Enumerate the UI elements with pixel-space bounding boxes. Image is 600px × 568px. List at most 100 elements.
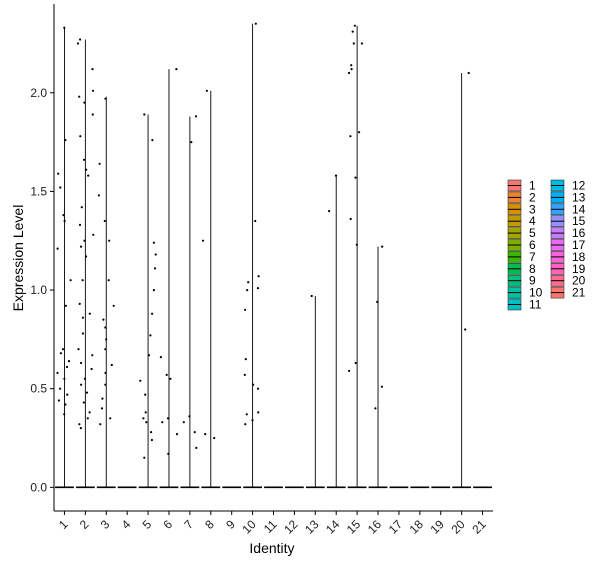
legend-label: 14 <box>572 202 586 216</box>
data-point <box>347 71 351 75</box>
data-point <box>90 367 93 371</box>
data-point <box>353 24 356 27</box>
data-point <box>376 300 379 303</box>
x-tick-label: 5 <box>140 517 155 532</box>
data-point <box>142 417 145 420</box>
legend-entry-12: 12 <box>550 179 586 193</box>
data-point <box>256 387 260 390</box>
data-point <box>69 279 72 282</box>
x-axis-title: Identity <box>249 540 294 556</box>
data-point <box>257 411 260 414</box>
x-tick-label: 17 <box>386 517 406 537</box>
data-point <box>244 423 247 426</box>
legend-entry-17: 17 <box>550 238 586 252</box>
data-point <box>77 348 80 351</box>
data-point <box>91 68 94 71</box>
data-point <box>350 64 353 67</box>
data-point <box>352 42 355 45</box>
data-point <box>64 304 67 307</box>
x-tick-label: 3 <box>98 517 113 532</box>
data-point <box>112 304 115 307</box>
data-point <box>328 210 331 213</box>
legend-label: 17 <box>572 238 586 252</box>
data-point <box>79 427 82 430</box>
data-point <box>152 241 155 244</box>
data-point <box>82 401 85 404</box>
data-point <box>147 354 151 357</box>
data-point <box>59 387 62 390</box>
legend-label: 15 <box>572 214 586 228</box>
data-point <box>139 379 142 382</box>
y-tick-label: 2.0 <box>30 86 47 100</box>
data-point <box>247 281 250 284</box>
data-point <box>83 377 86 380</box>
data-point <box>80 206 83 209</box>
data-point <box>81 316 84 319</box>
legend-entry-1: 1 <box>507 179 536 193</box>
data-point <box>175 68 178 71</box>
violin-16 <box>368 246 388 489</box>
data-point <box>81 279 84 282</box>
data-point <box>57 399 61 402</box>
data-point <box>80 383 83 386</box>
x-tick-label: 12 <box>281 517 301 537</box>
legend-entry-6: 6 <box>507 238 536 252</box>
data-point <box>355 243 358 246</box>
x-tick-label: 13 <box>302 517 322 537</box>
x-tick-label: 7 <box>181 517 196 532</box>
data-point <box>350 68 353 71</box>
data-point <box>78 302 81 305</box>
violin-7 <box>180 116 200 489</box>
data-point <box>91 113 94 116</box>
violin-6 <box>159 69 179 489</box>
violin-8 <box>201 90 221 489</box>
data-point <box>257 275 260 278</box>
data-point <box>143 456 146 459</box>
data-point <box>102 318 105 321</box>
legend-entry-13: 13 <box>550 190 586 204</box>
legend-entry-9: 9 <box>507 274 536 288</box>
data-point <box>204 433 207 436</box>
data-point <box>195 446 198 449</box>
plot-area <box>55 22 492 489</box>
data-point <box>86 417 89 420</box>
data-point <box>251 419 254 422</box>
axes: 0.00.51.01.52.01 2 3 4 5 6 7 8 9 10 11 12 13 14 15 16 17… <box>30 4 493 537</box>
data-point <box>78 423 81 426</box>
legend-entry-18: 18 <box>550 250 586 264</box>
x-tick-label: 4 <box>119 517 134 532</box>
data-point <box>63 413 66 416</box>
data-point <box>150 438 153 442</box>
data-point <box>166 417 170 420</box>
data-point <box>59 186 62 189</box>
legend-label: 9 <box>529 274 536 288</box>
data-point <box>110 363 113 367</box>
data-point <box>79 245 83 248</box>
violin-10 <box>243 23 263 489</box>
legend-label: 10 <box>529 286 543 300</box>
data-point <box>85 255 88 258</box>
data-point <box>169 377 172 380</box>
data-point <box>64 139 67 142</box>
data-point <box>85 168 88 171</box>
legend-label: 2 <box>529 190 536 204</box>
data-point <box>159 356 162 359</box>
violin-3 <box>96 96 116 489</box>
data-point <box>67 360 71 363</box>
legend-label: 19 <box>572 262 586 276</box>
data-point <box>381 245 384 248</box>
data-point <box>79 135 82 138</box>
data-point <box>194 115 198 118</box>
data-point <box>182 421 185 424</box>
legend-label: 21 <box>572 286 586 300</box>
legend-label: 5 <box>529 226 536 240</box>
data-point <box>109 417 112 420</box>
violin-15 <box>347 25 367 489</box>
data-point <box>100 407 104 410</box>
legend-label: 12 <box>572 179 586 193</box>
y-axis-title: Expression Level <box>10 205 26 312</box>
data-point <box>175 433 179 436</box>
data-point <box>205 89 208 92</box>
x-tick-label: 1 <box>56 517 71 532</box>
data-point <box>254 22 257 25</box>
